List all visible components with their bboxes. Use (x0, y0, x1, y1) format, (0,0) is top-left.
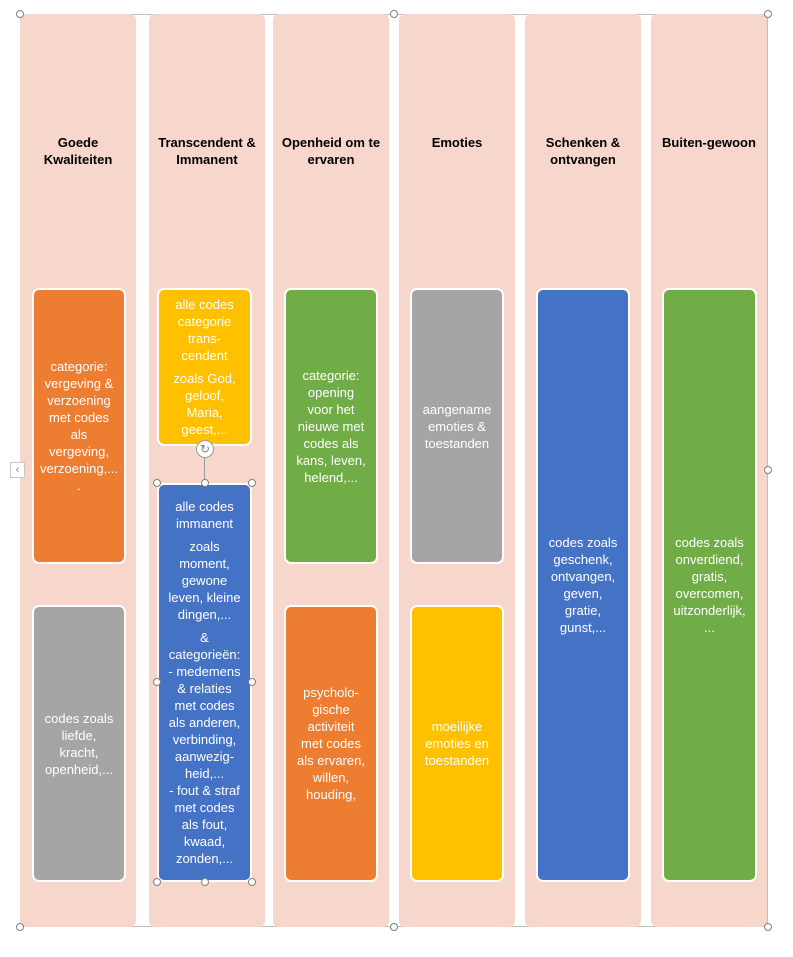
box-handle-right[interactable] (248, 678, 256, 686)
box-transcendent[interactable]: alle codes categorie trans- cendent zoal… (157, 288, 252, 446)
column-title: Openheid om te ervaren (281, 135, 381, 167)
resize-handle-top-right[interactable] (764, 10, 772, 18)
box-handle-bottom[interactable] (201, 878, 209, 886)
resize-handle-bottom[interactable] (390, 923, 398, 931)
box-psychologische-activiteit[interactable]: psycholo- gische activiteit met codes al… (284, 605, 378, 882)
box-buitengewoon-codes[interactable]: codes zoals onverdiend, gratis, overcome… (662, 288, 757, 882)
box-text: moeilijke emoties en toestanden (424, 719, 490, 768)
box-text: categorie: vergeving & verzoening met co… (39, 359, 119, 493)
box-text: codes zoals geschenk, ontvangen, geven, … (548, 535, 618, 635)
box-handle-top[interactable] (201, 479, 209, 487)
box-examples: zoals God, geloof, Maria, geest,... (173, 371, 236, 437)
column-title: Schenken & ontvangen (545, 135, 621, 167)
box-categories: & categorieën: - medemens & relaties met… (168, 630, 241, 866)
column-title: Buiten-gewoon (662, 135, 756, 150)
box-schenken-codes[interactable]: codes zoals geschenk, ontvangen, geven, … (536, 288, 630, 882)
box-vergeving-verzoening[interactable]: categorie: vergeving & verzoening met co… (32, 288, 126, 564)
box-heading: alle codes categorie trans- cendent (175, 297, 234, 363)
box-goede-kwaliteiten-codes[interactable]: codes zoals liefde, kracht, openheid,... (32, 605, 126, 882)
column-title: Emoties (431, 135, 483, 150)
box-handle-bottom-left[interactable] (153, 878, 161, 886)
box-opening-nieuwe[interactable]: categorie: opening voor het nieuwe met c… (284, 288, 378, 564)
box-immanent[interactable]: alle codes immanent zoals moment, gewone… (157, 483, 252, 882)
box-text: aangename emoties & toestanden (422, 401, 492, 451)
box-text: codes zoals liefde, kracht, openheid,... (44, 710, 114, 777)
resize-handle-bottom-left[interactable] (16, 923, 24, 931)
rotate-handle-icon[interactable]: ↻ (196, 440, 214, 458)
rotate-connector (204, 457, 205, 483)
box-text: psycholo- gische activiteit met codes al… (297, 685, 365, 802)
box-moeilijke-emoties[interactable]: moeilijke emoties en toestanden (410, 605, 504, 882)
resize-handle-bottom-right[interactable] (764, 923, 772, 931)
resize-handle-top[interactable] (390, 10, 398, 18)
box-text: categorie: opening voor het nieuwe met c… (296, 367, 366, 485)
column-title: Transcendent & Immanent (158, 135, 256, 167)
column-title: Goede Kwaliteiten (43, 135, 113, 167)
box-heading: alle codes immanent (175, 499, 234, 531)
box-aangename-emoties[interactable]: aangename emoties & toestanden (410, 288, 504, 564)
box-handle-bottom-right[interactable] (248, 878, 256, 886)
box-text: codes zoals onverdiend, gratis, overcome… (673, 535, 746, 635)
box-handle-top-left[interactable] (153, 479, 161, 487)
resize-handle-top-left[interactable] (16, 10, 24, 18)
resize-handle-right[interactable] (764, 466, 772, 474)
chevron-left-icon[interactable]: ‹ (10, 462, 25, 478)
box-handle-left[interactable] (153, 678, 161, 686)
box-handle-top-right[interactable] (248, 479, 256, 487)
box-examples: zoals moment, gewone leven, kleine dinge… (168, 539, 241, 622)
